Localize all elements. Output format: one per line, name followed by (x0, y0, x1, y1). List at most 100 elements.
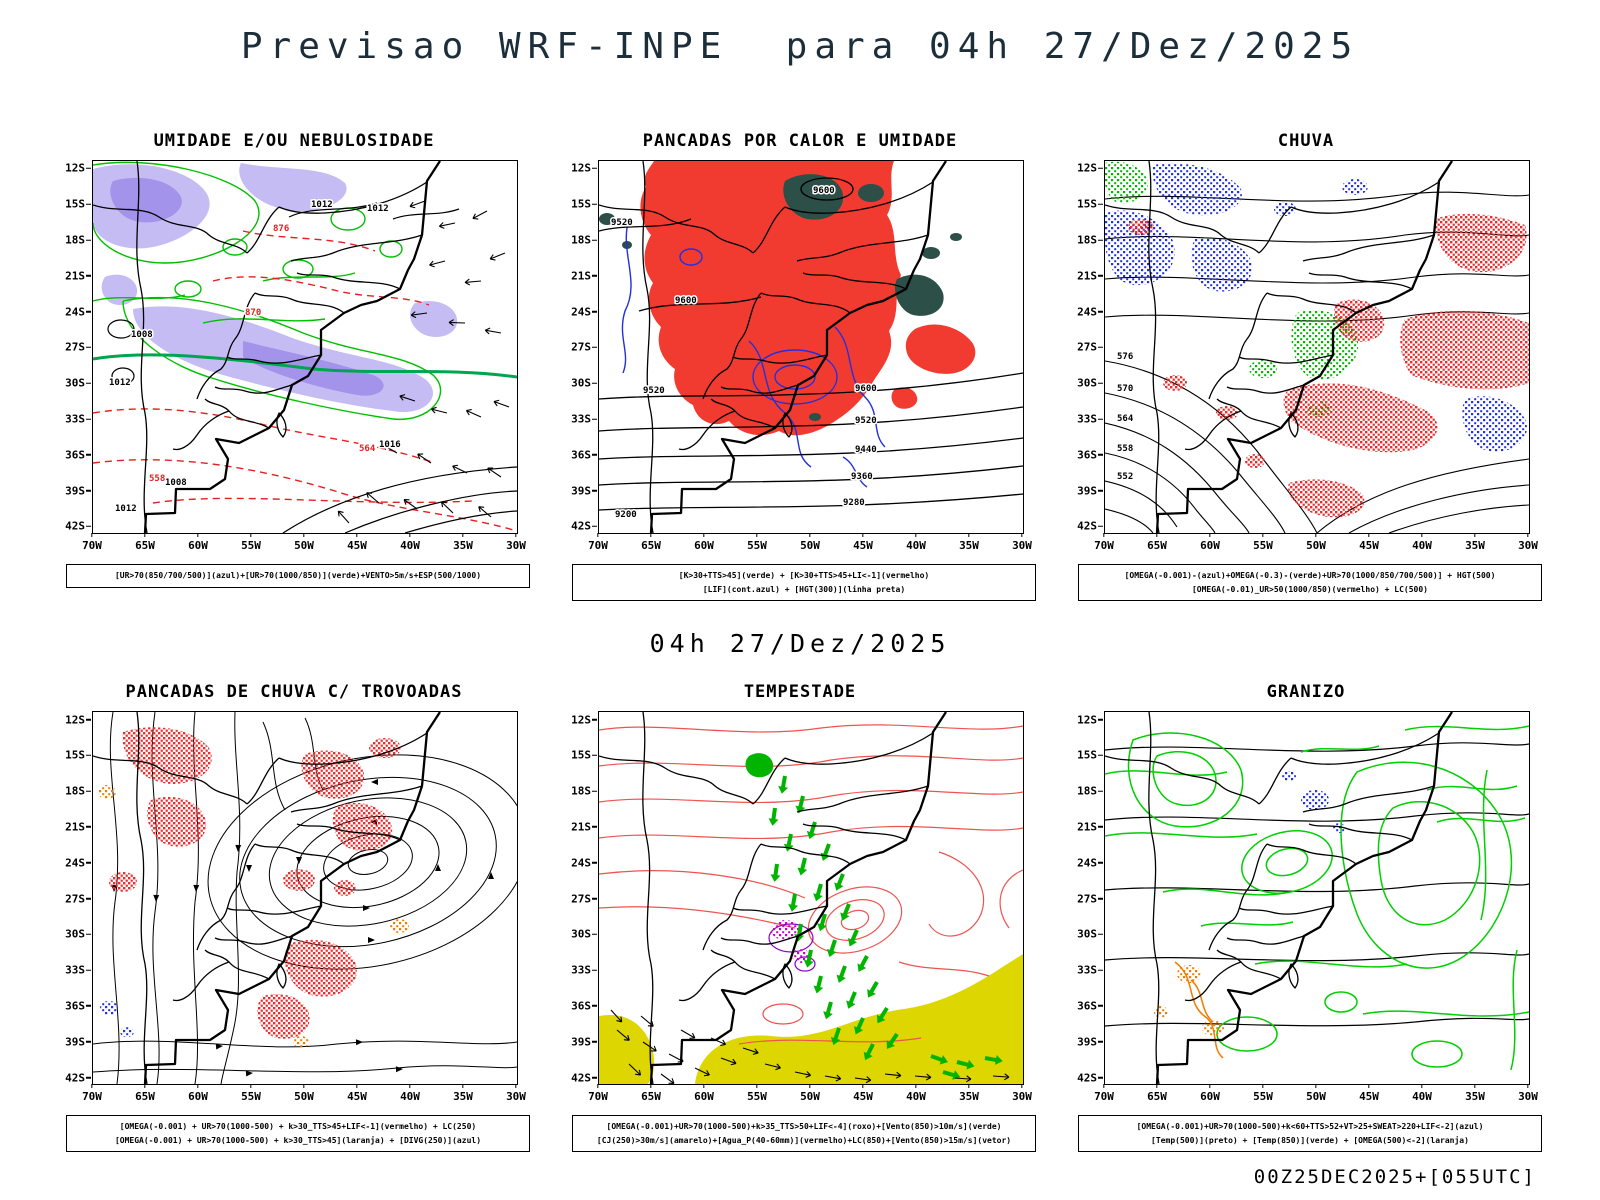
lon-tick-label: 40W (906, 539, 926, 552)
lat-tick-label: 15S (1077, 197, 1097, 211)
lat-tick-label: 24S (1077, 305, 1097, 319)
lat-tick-label: 36S (571, 999, 591, 1013)
page-title: Previsao WRF-INPE para 04h 27/Dez/2025 (240, 26, 1360, 67)
lon-tick-label: 55W (1253, 539, 1273, 552)
lon-tick-label: 40W (400, 539, 420, 552)
lon-tick-label: 40W (1412, 1090, 1432, 1104)
caption-line: [OMEGA(-0.001)-(azul)+OMEGA(-0.3)-(verde… (1124, 571, 1496, 580)
lon-tick-label: 30W (506, 539, 526, 552)
map-plot-granizo (1105, 712, 1529, 1085)
lat-tick-label: 39S (65, 484, 85, 498)
lon-tick-label: 65W (641, 539, 661, 552)
lon-axis: 70W 65W 60W 55W 50W 45W 40W 35W 30W (1094, 534, 1538, 552)
contour-label: 1012 (115, 504, 137, 514)
contour-label: 552 (1117, 472, 1133, 482)
lon-tick-label: 65W (1147, 539, 1167, 552)
lon-tick-label: 70W (588, 1090, 608, 1104)
lon-tick-label: 60W (1200, 1090, 1220, 1104)
lat-tick-label: 12S (571, 161, 591, 175)
lat-tick-label: 18S (1077, 784, 1097, 798)
lat-tick-label: 12S (65, 161, 85, 175)
lon-tick-label: 55W (1253, 1090, 1273, 1104)
map-plot-pancadas-calor: 9520 9600 9600 9520 9600 9520 9440 9360 … (599, 161, 1023, 533)
contour-label: 576 (1117, 352, 1133, 362)
map-tempestade (598, 711, 1024, 1086)
lat-tick-label: 27S (1077, 892, 1097, 906)
contour-label: 9600 (813, 186, 835, 196)
lat-tick-label: 36S (65, 448, 85, 462)
contour-label: 876 (273, 224, 289, 234)
lon-tick-label: 60W (188, 1090, 208, 1104)
center-time-label: 04h 27/Dez/2025 (649, 629, 951, 659)
bottom-row: PANCADAS DE CHUVA C/ TROVOADAS (0, 682, 1600, 1153)
lon-axis: 70W 65W 60W 55W 50W 45W 40W 35W 30W (1094, 1085, 1538, 1104)
lat-tick-label: 27S (65, 340, 85, 354)
caption-line: [OMEGA(-0.01)_UR>50(1000/850)(vermelho) … (1191, 584, 1428, 594)
lon-tick-label: 70W (588, 539, 608, 552)
caption-trovoadas: [OMEGA(-0.001) + UR>70(1000-500) + k>30_… (66, 1115, 530, 1153)
lat-tick-label: 21S (1077, 269, 1097, 283)
map-plot-umidade: 1012 1012 1008 1012 1016 1008 1012 876 8… (93, 161, 517, 533)
lat-tick-label: 24S (65, 305, 85, 319)
lat-tick-label: 27S (1077, 340, 1097, 354)
lon-tick-label: 50W (294, 1090, 314, 1104)
lat-tick-label: 18S (1077, 233, 1097, 247)
panel-chuva: CHUVA (1066, 131, 1546, 602)
lon-tick-label: 45W (1359, 539, 1379, 552)
contour-label: 1012 (367, 204, 389, 214)
lon-tick-label: 35W (959, 539, 979, 552)
pink-contours (599, 724, 1023, 1045)
lon-tick-label: 70W (82, 539, 102, 552)
lat-tick-label: 18S (571, 784, 591, 798)
lon-axis: 70W 65W 60W 55W 50W 45W 40W 35W 30W (588, 534, 1032, 552)
blue-divergence-speckle (100, 1001, 134, 1038)
lon-tick-label: 45W (1359, 1090, 1379, 1104)
caption-line: [OMEGA(-0.001)+UR>70(1000-500)+k<60+TTS>… (1136, 1122, 1484, 1132)
red-dashed-thickness (93, 230, 517, 532)
lat-tick-label: 33S (65, 963, 85, 977)
lon-tick-label: 50W (1306, 1090, 1326, 1104)
lat-tick-label: 21S (571, 269, 591, 283)
caption-line: [K>30+TTS>45](verde) + [K>30+TTS>45+LI<-… (678, 571, 930, 580)
lat-tick-label: 18S (65, 233, 85, 247)
lon-tick-label: 50W (800, 539, 820, 552)
lon-tick-label: 55W (747, 1090, 767, 1104)
isobars (107, 202, 517, 533)
hgt300-lines (599, 177, 1023, 511)
lon-tick-label: 50W (294, 539, 314, 552)
panel-trovoadas: PANCADAS DE CHUVA C/ TROVOADAS (54, 682, 534, 1153)
lon-tick-label: 30W (506, 1090, 526, 1104)
panel-title-pancadas-calor: PANCADAS POR CALOR E UMIDADE (642, 131, 958, 151)
lon-tick-label: 55W (747, 539, 767, 552)
model-run-label: 00Z25DEC2025+[055UTC] (1253, 1166, 1536, 1188)
lon-tick-label: 60W (1200, 539, 1220, 552)
contour-label: 9440 (855, 445, 877, 455)
lat-tick-label: 39S (571, 484, 591, 498)
lon-axis: 70W 65W 60W 55W 50W 45W 40W 35W 30W (82, 1085, 526, 1104)
lat-tick-label: 33S (1077, 412, 1097, 426)
contour-label: 9280 (843, 498, 865, 508)
lat-tick-label: 39S (1077, 1035, 1097, 1049)
contour-label: 9600 (675, 296, 697, 306)
lon-tick-label: 35W (453, 1090, 473, 1104)
lon-axis: 70W 65W 60W 55W 50W 45W 40W 35W 30W (82, 534, 526, 552)
lat-tick-label: 42S (571, 519, 591, 533)
lon-tick-label: 35W (959, 1090, 979, 1104)
contour-label: 9520 (855, 416, 877, 426)
lat-tick-label: 39S (65, 1035, 85, 1049)
lat-tick-label: 30S (65, 927, 85, 941)
lon-tick-label: 70W (82, 1090, 102, 1104)
yellow-jet-area (599, 954, 1023, 1085)
caption-line: [OMEGA(-0.001) + UR>70(1000-500) + k>30_… (114, 1135, 482, 1145)
lat-tick-label: 30S (1077, 376, 1097, 390)
lon-tick-label: 60W (188, 539, 208, 552)
lat-tick-label: 33S (571, 412, 591, 426)
lon-tick-label: 30W (1518, 1090, 1538, 1104)
blue-hail-speckle (1282, 771, 1345, 834)
lon-tick-label: 45W (853, 1090, 873, 1104)
contour-label: 570 (1117, 384, 1133, 394)
lon-tick-label: 30W (1012, 539, 1032, 552)
lat-tick-label: 12S (1077, 713, 1097, 727)
lat-tick-label: 33S (1077, 963, 1097, 977)
lat-tick-label: 15S (1077, 748, 1097, 762)
